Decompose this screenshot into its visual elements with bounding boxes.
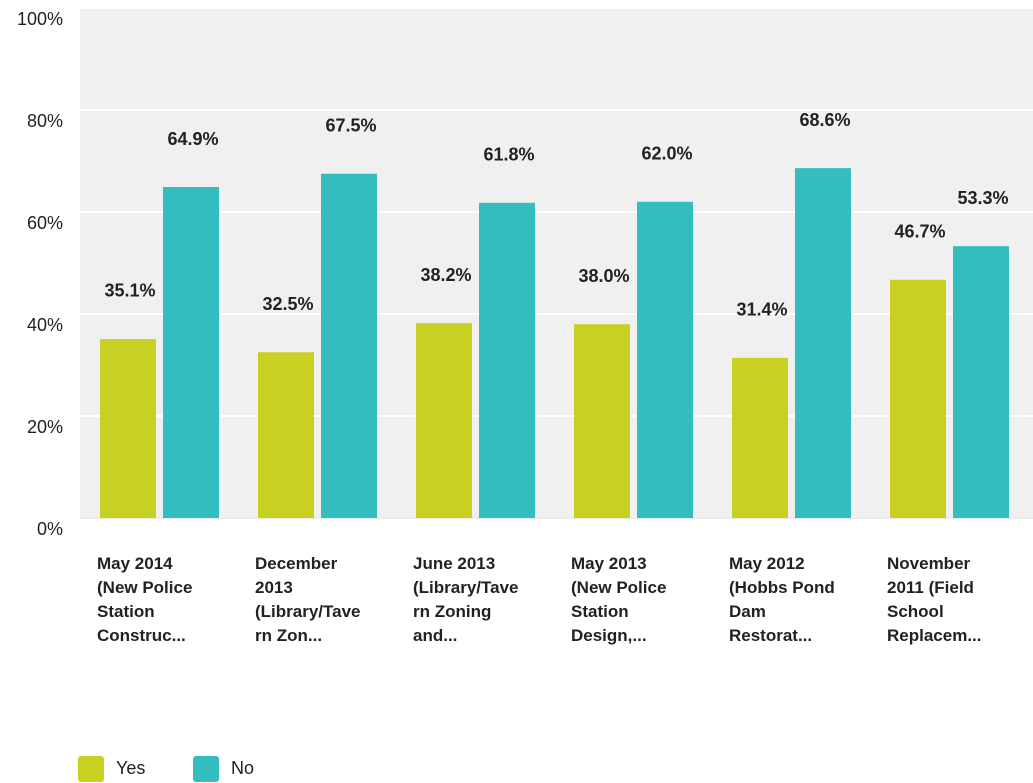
value-label: 31.4% [736,300,787,320]
y-tick-label: 80% [27,111,63,131]
bar [732,357,788,518]
legend-label: No [231,758,254,778]
x-tick-label: May 2014 (New Police Station Construc... [97,554,193,645]
x-tick-label: June 2013 (Library/Tavern Zoning and... [413,554,519,645]
bar [637,201,693,519]
value-label: 53.3% [957,188,1008,208]
value-label: 46.7% [894,222,945,242]
y-tick-label: 100% [17,9,63,29]
y-tick-label: 40% [27,315,63,335]
value-label: 32.5% [262,294,313,314]
x-tick-label: May 2012 (Hobbs Pond Dam Restorat... [729,554,835,645]
bar [100,338,156,518]
value-label: 38.0% [578,266,629,286]
value-label: 68.6% [799,110,850,130]
bar [795,168,851,518]
value-label: 67.5% [325,116,376,136]
legend-swatch [193,756,219,782]
value-label: 61.8% [483,145,534,165]
bar [953,246,1009,519]
y-tick-label: 20% [27,417,63,437]
bar [163,187,219,518]
bar [321,173,377,518]
x-tick-label: November 2011 (Field School Replacem... [887,554,982,645]
x-tick-label: May 2013 (New Police Station Design,... [571,554,667,645]
y-tick-label: 60% [27,213,63,233]
y-tick-label: 0% [37,519,63,539]
bar [258,352,314,518]
value-label: 64.9% [167,129,218,149]
legend-swatch [78,756,104,782]
bar [574,324,630,518]
bar [416,323,472,518]
bar [479,202,535,518]
legend-label: Yes [116,758,145,778]
plot-area [80,8,1033,518]
bar [890,279,946,518]
value-label: 38.2% [420,265,471,285]
value-label: 62.0% [641,144,692,164]
x-tick-label: December 2013 (Library/Tavern Zon... [255,554,361,645]
value-label: 35.1% [104,281,155,301]
